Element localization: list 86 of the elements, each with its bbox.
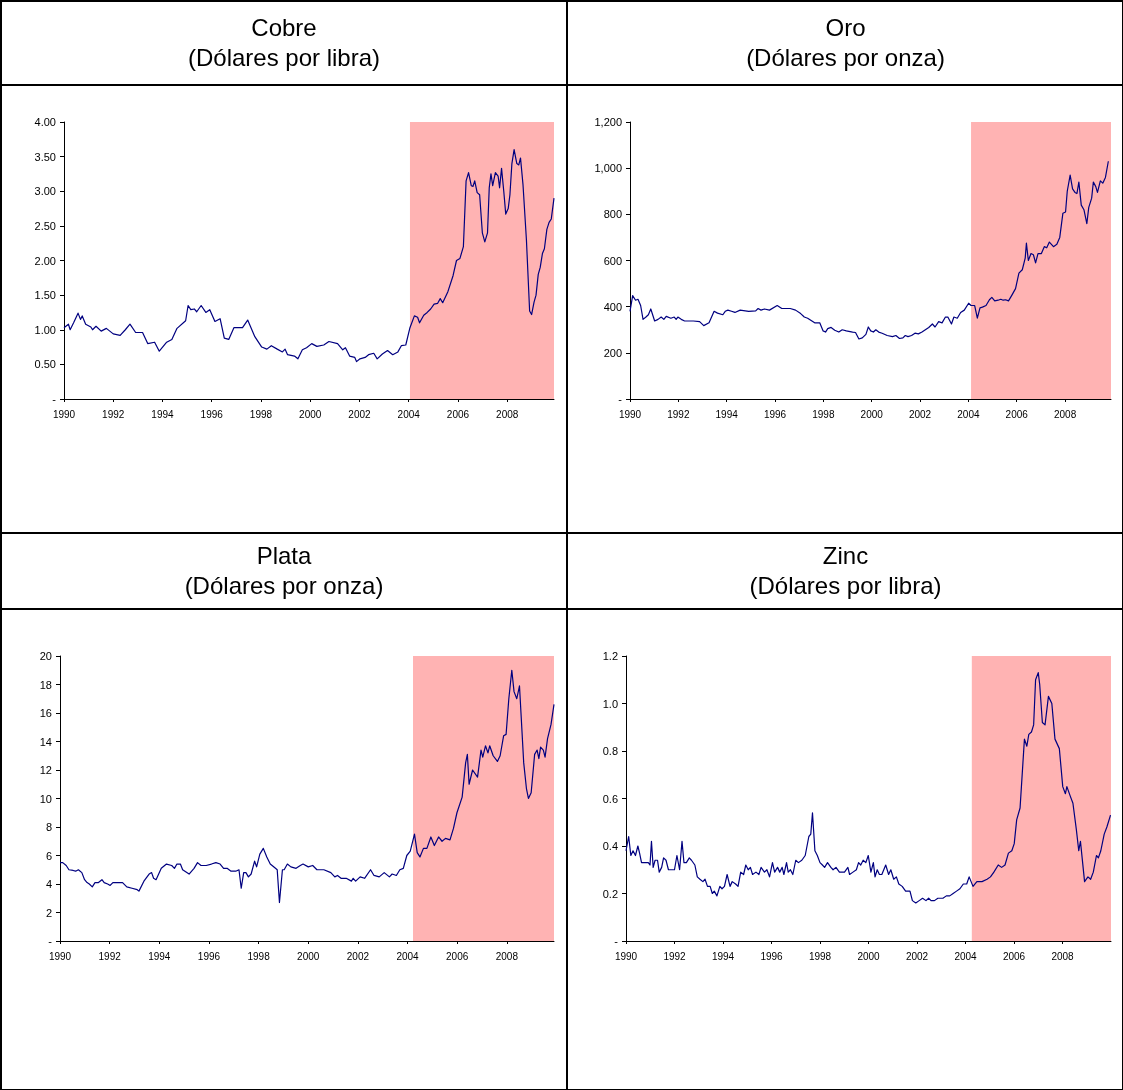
- x-tick-label: 2002: [908, 408, 932, 420]
- x-tick-label: 1996: [200, 408, 224, 420]
- y-tick-label: 1.0: [602, 697, 618, 710]
- y-tick-label: 400: [603, 300, 622, 313]
- x-tick-label: 1994: [151, 408, 175, 420]
- x-tick-label: 1998: [249, 408, 273, 420]
- y-tick-label: 0.4: [602, 840, 618, 852]
- chart-title: Oro: [825, 13, 866, 43]
- x-tick-label: 1990: [614, 950, 638, 962]
- y-tick-label: 2: [45, 906, 52, 919]
- x-tick-label: 1994: [715, 408, 739, 420]
- y-tick-label: 2.50: [34, 219, 56, 232]
- chart-subtitle: (Dólares por onza): [746, 43, 945, 73]
- line-series: [629, 160, 1109, 340]
- y-tick-label: 18: [39, 678, 52, 691]
- x-tick-label: 1992: [667, 408, 690, 420]
- y-tick-label: 4: [45, 878, 52, 890]
- x-tick-label: 2008: [1051, 950, 1075, 962]
- x-tick-label: 2000: [297, 950, 320, 962]
- x-tick-label: 2000: [857, 950, 881, 962]
- x-tick-label: 1992: [663, 950, 687, 962]
- x-tick-label: 2002: [905, 950, 929, 962]
- x-tick-label: 1994: [711, 950, 735, 962]
- x-tick-label: 2004: [954, 950, 978, 962]
- y-tick-label: 600: [603, 254, 622, 267]
- x-tick-label: 1990: [618, 408, 642, 420]
- y-tick-label: 3.50: [34, 150, 56, 163]
- x-tick-label: 1998: [247, 950, 271, 962]
- y-tick-label: 6: [45, 849, 52, 862]
- chart-title: Cobre: [251, 13, 317, 43]
- y-tick-label: 0.50: [34, 358, 56, 371]
- x-tick-label: 1996: [197, 950, 221, 962]
- chart-title: Plata: [256, 541, 312, 571]
- y-tick-label: 800: [603, 208, 622, 221]
- y-tick-label: 1.00: [34, 323, 56, 336]
- y-tick-label: 16: [39, 707, 52, 719]
- x-tick-label: 2000: [860, 408, 884, 420]
- y-tick-label: 3.00: [34, 185, 56, 198]
- x-tick-label: 1996: [763, 408, 787, 420]
- y-tick-label: -: [48, 935, 53, 947]
- chart-title: Zinc: [822, 541, 869, 571]
- x-tick-label: 2002: [346, 950, 370, 962]
- x-tick-label: 2008: [495, 950, 519, 962]
- y-tick-label: 12: [39, 764, 52, 776]
- y-tick-label: 1,200: [594, 116, 622, 128]
- x-tick-label: 1992: [98, 950, 122, 962]
- line-series: [63, 149, 555, 363]
- chart-subtitle: (Dólares por libra): [187, 43, 381, 73]
- y-tick-label: -: [618, 393, 623, 405]
- x-tick-label: 2006: [446, 950, 469, 962]
- y-tick-label: 1.50: [34, 289, 56, 302]
- y-tick-label: 4.00: [34, 116, 56, 128]
- y-tick-label: 1,000: [594, 162, 622, 175]
- x-tick-label: 1998: [812, 408, 835, 420]
- x-tick-label: 1998: [808, 950, 832, 962]
- y-tick-label: 2.00: [34, 254, 56, 267]
- x-tick-label: 2006: [1002, 950, 1026, 962]
- x-tick-label: 1994: [148, 950, 171, 962]
- x-tick-label: 2000: [299, 408, 322, 420]
- x-tick-label: 2008: [1053, 408, 1077, 420]
- chart-subtitle: (Dólares por onza): [184, 571, 384, 601]
- y-tick-label: 20: [39, 650, 52, 662]
- y-tick-label: 0.8: [602, 745, 618, 757]
- y-tick-label: -: [52, 393, 57, 405]
- y-tick-label: 14: [39, 735, 52, 748]
- line-series: [59, 669, 555, 904]
- x-tick-label: 1990: [48, 950, 72, 962]
- y-tick-label: 8: [45, 821, 52, 833]
- x-tick-label: 2004: [396, 950, 420, 962]
- x-tick-label: 1992: [102, 408, 125, 420]
- x-tick-label: 2006: [1005, 408, 1029, 420]
- chart-subtitle: (Dólares por libra): [749, 571, 942, 601]
- y-tick-label: 10: [39, 792, 52, 805]
- y-tick-label: -: [614, 935, 619, 947]
- x-tick-label: 1996: [760, 950, 784, 962]
- x-tick-label: 2004: [397, 408, 421, 420]
- x-tick-label: 1990: [52, 408, 76, 420]
- x-tick-label: 2002: [348, 408, 372, 420]
- x-tick-label: 2006: [446, 408, 470, 420]
- y-tick-label: 0.6: [602, 792, 618, 805]
- y-tick-label: 1.2: [602, 650, 618, 662]
- x-tick-label: 2004: [957, 408, 980, 420]
- x-tick-label: 2008: [496, 408, 519, 420]
- y-tick-label: 0.2: [602, 887, 618, 900]
- y-tick-label: 200: [603, 346, 622, 359]
- line-series: [625, 672, 1112, 904]
